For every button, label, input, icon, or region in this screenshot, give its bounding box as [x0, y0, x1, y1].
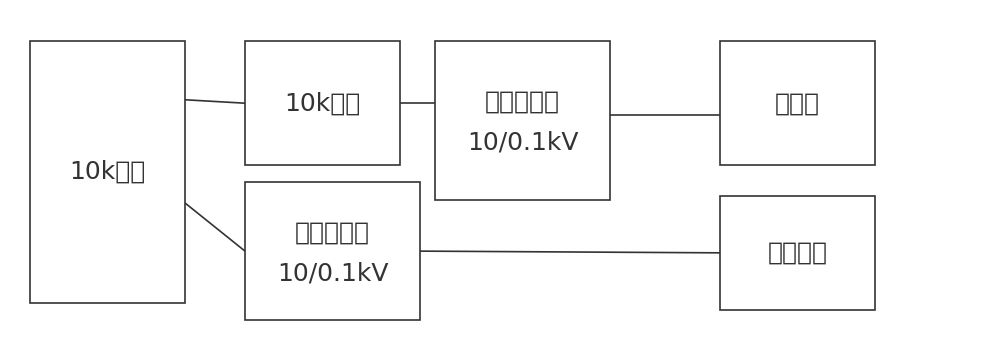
Bar — [245, 41, 400, 165]
Bar — [245, 182, 420, 320]
Text: 电压互感器: 电压互感器 — [295, 220, 370, 244]
Text: 10k电源: 10k电源 — [69, 160, 146, 184]
Text: 10/0.1kV: 10/0.1kV — [277, 261, 388, 286]
Bar — [720, 196, 875, 310]
Text: 采集终端: 采集终端 — [768, 241, 828, 265]
Text: 电能表: 电能表 — [775, 91, 820, 115]
Bar — [30, 41, 185, 303]
Text: 10k开关: 10k开关 — [284, 91, 361, 115]
Text: 10/0.1kV: 10/0.1kV — [467, 131, 578, 155]
Bar — [720, 41, 875, 165]
Bar — [435, 41, 610, 200]
Text: 电压互感器: 电压互感器 — [485, 89, 560, 114]
